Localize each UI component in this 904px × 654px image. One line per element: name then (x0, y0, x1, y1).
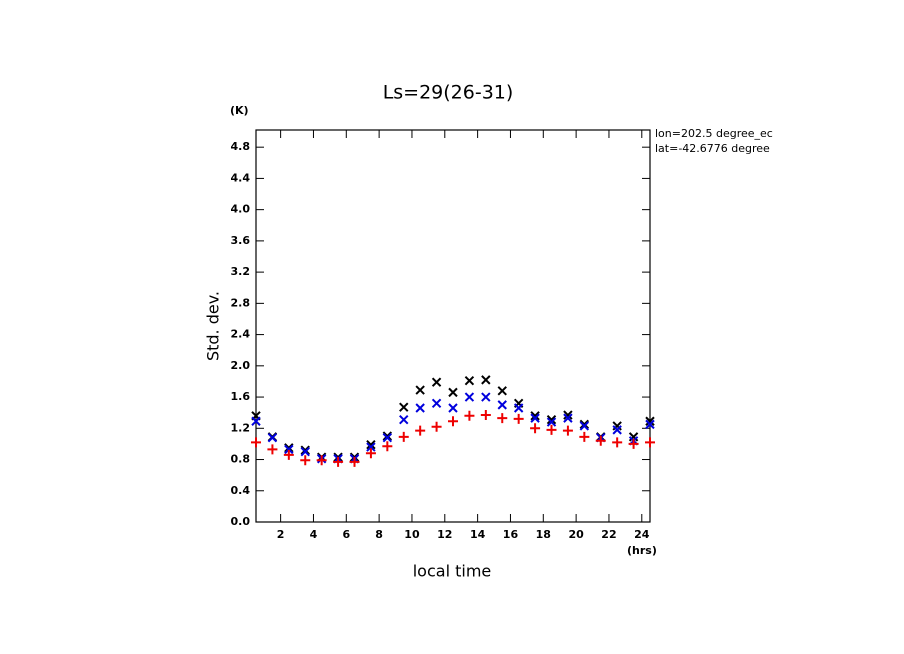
point (431, 398, 442, 409)
y-tick-label: 1.6 (231, 390, 251, 403)
point (546, 424, 557, 435)
plot-frame (255, 129, 651, 523)
point (333, 456, 344, 467)
x-tick-label: 6 (342, 528, 350, 541)
point (431, 421, 442, 432)
point (579, 421, 590, 431)
annotation: lat=-42.6776 degree (655, 142, 770, 155)
y-tick-label: 1.2 (231, 421, 251, 434)
point (530, 411, 540, 421)
point (612, 437, 623, 448)
point (530, 423, 541, 434)
point (251, 416, 261, 426)
x-tick-label: 14 (470, 528, 486, 541)
point (464, 392, 475, 402)
point (563, 413, 573, 423)
point (464, 375, 475, 386)
x-tick-label: 22 (601, 528, 616, 541)
point (628, 432, 639, 442)
point (398, 431, 409, 442)
point (267, 432, 278, 443)
point (448, 387, 458, 398)
point (513, 413, 524, 424)
point (497, 413, 508, 424)
y-tick-label: 0.4 (231, 484, 251, 497)
annotation: lon=202.5 degree_ec (655, 127, 773, 140)
point (366, 442, 376, 452)
chart-title: Ls=29(26-31) (383, 82, 514, 104)
y-tick-label: 0.0 (231, 515, 251, 528)
x-axis-label: local time (413, 562, 492, 581)
point (284, 444, 294, 455)
point (284, 443, 294, 453)
point (645, 416, 655, 426)
point (612, 425, 622, 435)
x-tick-label: 12 (437, 528, 452, 541)
point (366, 439, 376, 450)
y-tick-label: 2.4 (231, 328, 251, 341)
point (480, 410, 491, 421)
point (365, 448, 376, 459)
point (448, 416, 458, 427)
point (349, 456, 360, 467)
y-tick-label: 2.0 (231, 359, 251, 372)
point (612, 421, 622, 431)
point (464, 410, 475, 421)
point (497, 400, 507, 410)
x-tick-label: 8 (375, 528, 383, 541)
point (283, 449, 294, 460)
x-tick-label: 2 (277, 528, 285, 541)
point (251, 437, 261, 448)
point (415, 403, 425, 413)
x-tick-label: 18 (536, 528, 551, 541)
point (415, 425, 426, 436)
point (448, 403, 458, 413)
point (579, 431, 590, 442)
point (645, 419, 655, 430)
x-tick-label: 24 (634, 528, 650, 541)
x-tick-label: 10 (404, 528, 420, 541)
point (546, 414, 557, 425)
point (595, 435, 606, 446)
point (399, 402, 409, 412)
point (513, 403, 524, 413)
y-tick-label: 0.8 (231, 453, 251, 466)
x-unit: (hrs) (627, 544, 657, 557)
point (579, 419, 590, 430)
x-tick-label: 16 (503, 528, 519, 541)
y-tick-label: 4.0 (231, 203, 251, 216)
y-tick-label: 3.6 (231, 234, 251, 247)
y-tick-label: 3.2 (231, 265, 251, 278)
point (481, 392, 491, 402)
y-unit: (K) (230, 104, 249, 117)
point (382, 431, 393, 441)
point (399, 414, 409, 425)
point (431, 377, 442, 387)
point (645, 437, 655, 448)
point (382, 441, 393, 452)
y-tick-label: 4.4 (231, 171, 251, 184)
point (563, 410, 573, 420)
point (316, 455, 327, 466)
point (628, 438, 639, 449)
y-tick-label: 2.8 (231, 296, 251, 309)
point (415, 385, 425, 395)
x-tick-label: 20 (568, 528, 584, 541)
point (497, 386, 507, 396)
point (300, 447, 310, 457)
point (546, 417, 557, 427)
y-axis-label: Std. dev. (204, 291, 223, 361)
x-tick-label: 4 (310, 528, 318, 541)
point (562, 425, 573, 436)
point (300, 455, 311, 466)
point (267, 444, 278, 455)
point (530, 413, 540, 423)
point (481, 375, 491, 385)
point (300, 445, 310, 455)
y-tick-label: 4.8 (231, 140, 251, 153)
point (382, 432, 393, 443)
